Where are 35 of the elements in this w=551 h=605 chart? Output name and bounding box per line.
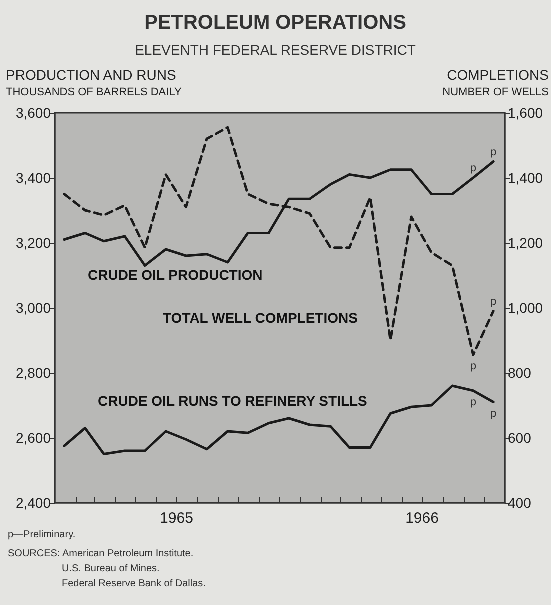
y2-tick-label: 1,600	[508, 105, 544, 121]
data-label: p	[490, 408, 497, 420]
series-label: CRUDE OIL RUNS TO REFINERY STILLS	[98, 393, 368, 409]
y-tick-label: 3,200	[16, 235, 52, 251]
y2-axis-title: COMPLETIONS NUMBER OF WELLS	[442, 67, 550, 98]
y2-tick-label: 1,200	[508, 235, 544, 251]
y-axis-title: PRODUCTION AND RUNS THOUSANDS OF BARRELS DAILY	[6, 67, 182, 98]
chart-subtitle: ELEVENTH FEDERAL RESERVE DISTRICT	[135, 42, 416, 58]
data-label: p	[470, 360, 476, 373]
data-label: p	[490, 146, 497, 158]
data-label: p	[470, 396, 476, 408]
y2-tick-label: 400	[508, 495, 532, 511]
y-tick-label: 2,400	[16, 495, 52, 511]
line-series	[63, 126, 495, 356]
y2-tick-label: 1,400	[508, 170, 544, 186]
y-tick-label: 2,800	[16, 365, 52, 381]
y-tick-label: 3,600	[16, 105, 52, 121]
chart-title: PETROLEUM OPERATIONS	[144, 12, 406, 34]
text: U.S. Bureau of Mines.	[62, 564, 160, 574]
x-tick-label: 1965	[160, 510, 194, 527]
y-tick-label: 2,600	[16, 430, 52, 446]
series-label: CRUDE OIL PRODUCTION	[88, 267, 263, 283]
y-tick-label: 3,000	[16, 300, 52, 316]
y2-tick-label: 800	[508, 365, 532, 381]
y2-tick-label: 600	[508, 430, 532, 446]
data-label: p	[470, 162, 476, 174]
text: TOTAL WELL COMPLETIONS	[163, 310, 358, 326]
x-tick-label: 1966	[406, 510, 439, 527]
data-label: p	[490, 296, 497, 308]
line-series	[63, 384, 495, 456]
y2-tick-label: 1,000	[508, 300, 544, 316]
y-tick-label: 3,400	[16, 170, 52, 186]
text: Federal Reserve Bank of Dallas.	[62, 578, 206, 590]
text: p—Preliminary.	[8, 530, 76, 540]
source-note: SOURCES: American Petroleum Institute.	[8, 548, 194, 560]
